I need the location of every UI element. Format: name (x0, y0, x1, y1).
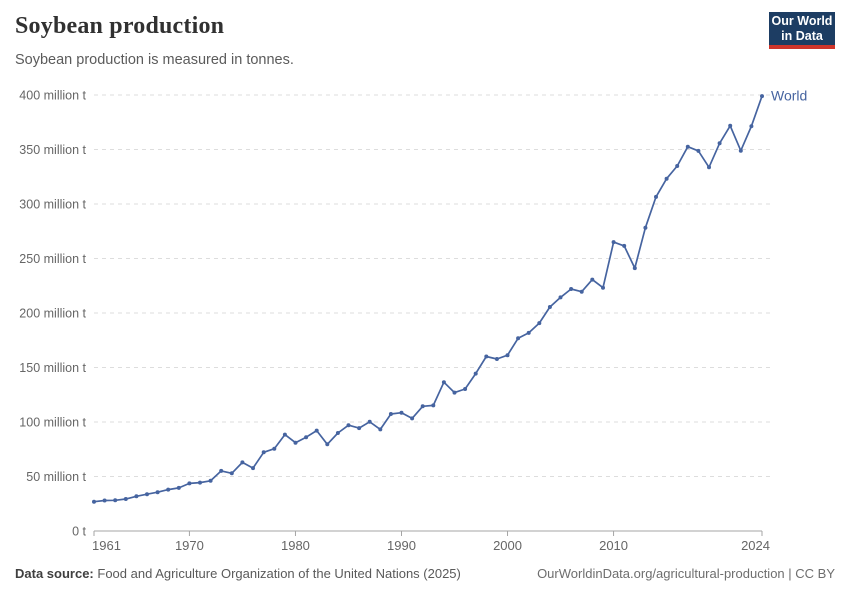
world-line[interactable] (93, 95, 763, 503)
y-tick-label: 50 million t (26, 470, 86, 484)
data-source-label: Data source: (15, 566, 94, 581)
y-tick-label: 200 million t (19, 307, 86, 321)
data-point[interactable] (611, 240, 616, 245)
data-point[interactable] (367, 419, 372, 424)
data-point[interactable] (749, 124, 754, 129)
chart-subtitle: Soybean production is measured in tonnes… (15, 52, 294, 68)
data-point[interactable] (728, 123, 733, 128)
data-point[interactable] (304, 435, 309, 440)
data-point[interactable] (388, 412, 393, 416)
y-tick-label: 350 million t (19, 143, 86, 157)
data-point[interactable] (92, 499, 96, 504)
data-point[interactable] (261, 450, 266, 455)
data-point[interactable] (251, 466, 255, 471)
data-point[interactable] (526, 330, 531, 335)
data-point[interactable] (579, 289, 584, 294)
data-point[interactable] (473, 371, 478, 376)
y-tick-label: 300 million t (19, 198, 86, 212)
data-point[interactable] (357, 426, 362, 431)
y-tick-label: 100 million t (19, 416, 86, 430)
x-tick-label: 2024 (741, 538, 770, 553)
data-point[interactable] (760, 94, 764, 99)
data-point[interactable] (717, 141, 722, 146)
data-point[interactable] (738, 148, 743, 153)
data-point[interactable] (410, 416, 415, 421)
x-tick-label: 1980 (281, 538, 310, 553)
y-tick-label: 250 million t (19, 252, 86, 266)
data-point[interactable] (293, 440, 298, 445)
data-point[interactable] (176, 485, 181, 490)
data-point[interactable] (346, 423, 351, 428)
x-tick-label: 2000 (493, 538, 522, 553)
y-tick-label: 150 million t (19, 361, 86, 375)
data-point[interactable] (601, 285, 605, 290)
data-source-text: Food and Agriculture Organization of the… (97, 566, 461, 581)
owid-url-link[interactable]: OurWorldinData.org/agricultural-producti… (537, 566, 835, 581)
data-point[interactable] (145, 492, 149, 497)
data-point[interactable] (134, 494, 139, 499)
data-point[interactable] (484, 354, 489, 359)
data-point[interactable] (166, 487, 171, 492)
y-tick-label: 400 million t (19, 89, 86, 103)
data-point[interactable] (463, 387, 468, 391)
data-point[interactable] (675, 164, 680, 168)
x-tick-label: 1961 (92, 538, 121, 553)
data-point[interactable] (505, 353, 510, 358)
owid-logo[interactable]: Our World in Data (769, 12, 835, 49)
data-point[interactable] (102, 498, 107, 503)
data-point[interactable] (272, 446, 277, 451)
data-point[interactable] (590, 277, 595, 282)
data-point[interactable] (219, 468, 224, 473)
world-series-label[interactable]: World (771, 88, 807, 104)
y-tick-label: 0 t (72, 525, 86, 539)
data-point[interactable] (123, 497, 128, 501)
data-point[interactable] (654, 194, 658, 199)
data-point[interactable] (198, 480, 202, 485)
x-tick-label: 2010 (599, 538, 628, 553)
data-source: Data source: Food and Agriculture Organi… (15, 566, 461, 581)
data-point[interactable] (537, 321, 542, 326)
data-point[interactable] (187, 481, 192, 486)
data-point[interactable] (441, 380, 446, 385)
x-tick-label: 1970 (175, 538, 204, 553)
data-point[interactable] (378, 427, 383, 432)
data-point[interactable] (516, 336, 521, 341)
data-point[interactable] (325, 442, 330, 447)
data-point[interactable] (399, 410, 404, 415)
data-point[interactable] (632, 266, 637, 271)
owid-logo-line2: in Data (781, 28, 823, 43)
data-point[interactable] (547, 305, 552, 309)
page-title: Soybean production (15, 13, 225, 39)
data-point[interactable] (569, 287, 574, 291)
data-point[interactable] (664, 176, 669, 181)
data-point[interactable] (113, 498, 118, 503)
data-point[interactable] (696, 148, 701, 153)
data-point[interactable] (494, 357, 499, 361)
data-point[interactable] (431, 403, 436, 408)
data-point[interactable] (685, 144, 690, 149)
data-point[interactable] (208, 478, 213, 483)
data-point[interactable] (155, 490, 160, 495)
data-point[interactable] (282, 432, 287, 437)
data-point[interactable] (622, 243, 627, 248)
owid-logo-line1: Our World (771, 14, 833, 29)
data-point[interactable] (229, 471, 234, 476)
data-point[interactable] (452, 390, 457, 395)
data-point[interactable] (420, 404, 425, 409)
data-point[interactable] (240, 460, 245, 465)
x-tick-label: 1990 (387, 538, 416, 553)
data-point[interactable] (707, 165, 711, 170)
data-point[interactable] (558, 295, 563, 300)
data-point[interactable] (314, 428, 319, 433)
data-point[interactable] (335, 431, 340, 435)
chart-footer: Data source: Food and Agriculture Organi… (15, 566, 835, 581)
data-point[interactable] (643, 225, 648, 230)
